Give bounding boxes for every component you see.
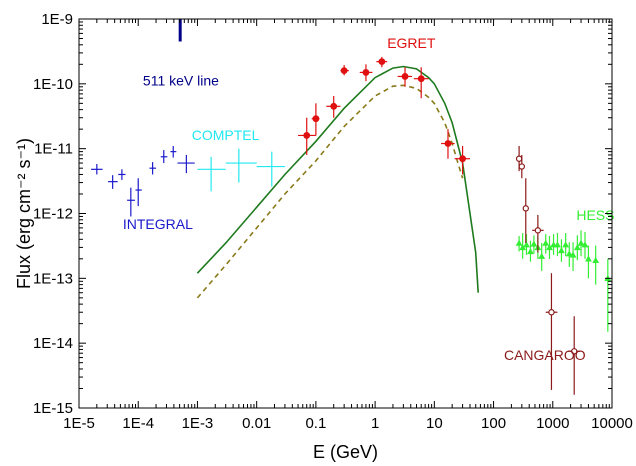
annotations: 511 keV line EGRET COMPTEL INTEGRAL HESS CANG…: [123, 35, 615, 363]
egret-point: [303, 132, 311, 139]
cangaroo-point: [571, 348, 578, 355]
egret-point: [362, 69, 370, 76]
cangaroo-point: [534, 227, 542, 234]
y-tick-label: 1E-10: [33, 76, 73, 93]
y-tick-label: 1E-13: [33, 270, 73, 287]
hess-point: [542, 239, 550, 246]
annotation-cangaroo: CANGAROO: [504, 347, 586, 363]
x-tick-label: 10000: [591, 415, 633, 432]
model-curve-dashed: [196, 84, 464, 299]
annotation-511-kev-line: 511 keV line: [143, 72, 219, 88]
model-curve-solid: [196, 65, 479, 293]
hess-point: [523, 241, 530, 248]
x-tick-label: 0.1: [305, 415, 326, 432]
annotation-comptel: COMPTEL: [192, 127, 260, 143]
egret-point: [401, 73, 409, 80]
hess-point: [562, 241, 570, 248]
hess-point: [585, 255, 592, 262]
x-tick-label: 0.01: [242, 415, 271, 432]
x-tick-label: 1E-3: [182, 415, 214, 432]
x-tick-label: 1000: [536, 415, 569, 432]
cangaroo-point: [548, 309, 555, 316]
hess-point: [565, 250, 573, 257]
cangaroo-point: [522, 205, 529, 212]
hess-point: [527, 248, 534, 255]
y-axis-ticks: 1E-15 1E-14 1E-13 1E-12 1E-11 1E-10 1E-9: [33, 11, 612, 417]
annotation-hess: HESS: [576, 207, 614, 223]
hess-point: [581, 241, 589, 248]
series-comptel: [197, 148, 285, 192]
cangaroo-point: [518, 163, 526, 170]
egret-point: [459, 155, 466, 163]
hess-point: [569, 251, 577, 258]
annotation-integral: INTEGRAL: [123, 216, 193, 232]
annotation-egret: EGRET: [387, 35, 436, 51]
hess-point: [577, 239, 585, 246]
hess-point: [592, 256, 600, 263]
y-tick-label: 1E-12: [33, 206, 73, 223]
x-tick-label: 1E-4: [122, 415, 154, 432]
x-axis-ticks: 1E-5 1E-4 1E-3 0.01 0.1 1 10 100 1000 10000: [63, 19, 633, 432]
egret-point: [340, 67, 348, 74]
x-tick-label: 1E-5: [63, 415, 95, 432]
hess-point: [530, 240, 538, 247]
x-tick-label: 10: [426, 415, 443, 432]
egret-point: [330, 102, 338, 110]
hess-point: [538, 252, 546, 259]
egret-point: [444, 140, 452, 147]
hess-point: [515, 239, 523, 246]
x-tick-label: 100: [481, 415, 506, 432]
series-cangaroo: [515, 145, 581, 395]
data-marks: [91, 19, 612, 395]
y-tick-label: 1E-14: [33, 335, 73, 352]
y-tick-label: 1E-11: [34, 141, 73, 158]
model-curves: [196, 65, 479, 299]
egret-point: [378, 58, 386, 66]
y-axis-label: Flux (erg cm⁻² s⁻¹): [14, 138, 34, 289]
hess-point: [558, 246, 565, 254]
hess-point: [573, 243, 581, 251]
hess-point: [546, 243, 553, 251]
hess-point: [554, 241, 561, 248]
egret-point: [417, 75, 425, 83]
egret-point: [312, 115, 320, 123]
cangaroo-point: [515, 155, 523, 162]
x-axis-label: E (GeV): [313, 442, 378, 462]
y-tick-label: 1E-15: [33, 400, 73, 417]
y-tick-label: 1E-9: [41, 11, 73, 28]
series-hess: [515, 230, 612, 332]
series-integral: [91, 145, 195, 217]
hess-point: [519, 243, 527, 251]
x-tick-label: 1: [371, 415, 379, 432]
series-egret: [298, 56, 470, 175]
